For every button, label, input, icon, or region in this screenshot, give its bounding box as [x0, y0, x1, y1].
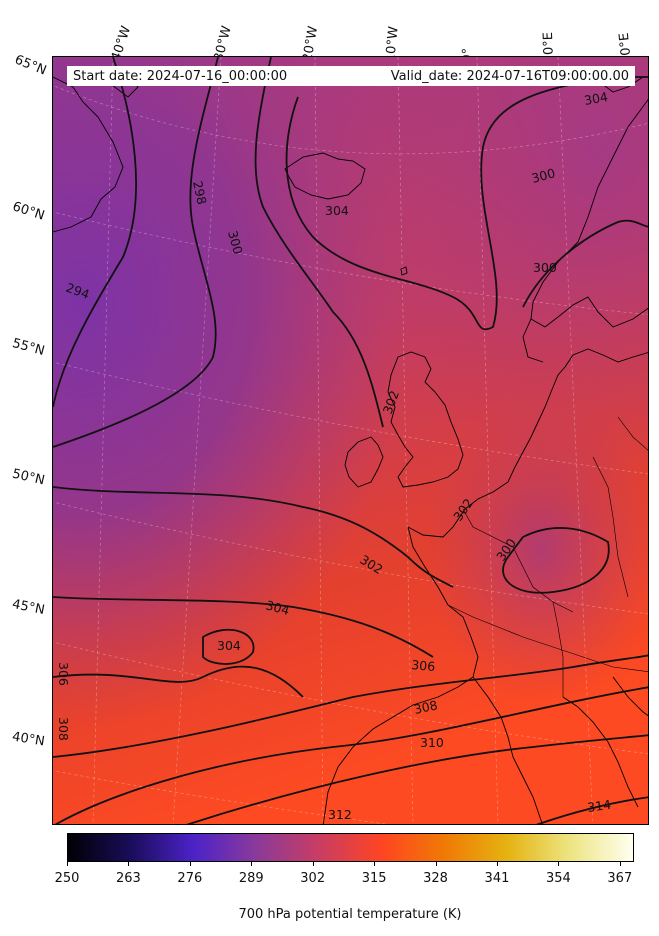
contour-label: 306	[411, 657, 436, 674]
colorbar-tick-label: 315	[361, 871, 387, 886]
colorbar-tickmark	[251, 862, 253, 866]
iceland-coast	[284, 152, 366, 200]
colorbar-tickmark	[374, 862, 376, 866]
colorbar-label: 700 hPa potential temperature (K)	[238, 907, 462, 922]
contour-label: 304	[325, 203, 349, 218]
lat-label-40n: 40°N	[11, 729, 46, 750]
contour-label: 300	[530, 165, 557, 186]
contour-label: 312	[328, 807, 352, 822]
start-date-text: Start date: 2024-07-16_00:00:00	[73, 68, 288, 84]
header-info-bar: Start date: 2024-07-16_00:00:00 Valid_da…	[67, 66, 635, 86]
colorbar-tick-label: 250	[54, 871, 80, 886]
map-canvas: 298 300 294 304 300 300 304 302 302 300 …	[53, 57, 648, 824]
colorbar-tick-label: 263	[116, 871, 141, 886]
colorbar-tick-label: 341	[484, 871, 510, 886]
colorbar-tickmark	[496, 862, 498, 866]
isentrope-contours	[53, 57, 648, 824]
contour-label: 300	[533, 260, 557, 275]
continent-coast	[407, 348, 648, 538]
colorbar-tick-label: 289	[238, 871, 264, 886]
colorbar-tick-label: 367	[607, 871, 633, 886]
contour-label: 306	[56, 662, 71, 686]
contour-label: 304	[583, 89, 609, 108]
colorbar-tickmark	[619, 862, 621, 866]
contour-label: 304	[217, 638, 241, 653]
colorbar	[67, 833, 634, 862]
lat-label-50n: 50°N	[10, 466, 47, 489]
colorbar-tickmark	[128, 862, 130, 866]
colorbar-tick-label: 354	[545, 871, 571, 886]
norway-coast	[530, 98, 648, 328]
greenland-coast	[53, 76, 124, 233]
great-britain-coast	[387, 351, 464, 488]
lat-label-45n: 45°N	[10, 597, 46, 618]
contour-label: 304	[264, 597, 291, 618]
colorbar-tickmark	[189, 862, 191, 866]
colorbar-tick-label: 302	[300, 871, 326, 886]
map-panel[interactable]: 298 300 294 304 300 300 304 302 302 300 …	[52, 56, 649, 825]
colorbar-tickmark	[312, 862, 314, 866]
colorbar-tickmark	[435, 862, 437, 866]
coastlines	[53, 66, 648, 824]
colorbar-tickmark	[67, 862, 68, 866]
valid-date-text: Valid_date: 2024-07-16T09:00:00.00	[390, 68, 629, 84]
contour-label: 310	[420, 735, 444, 750]
colorbar-tick-label: 328	[423, 871, 448, 886]
colorbar-tick-label: 276	[177, 871, 203, 886]
contour-label: 308	[413, 697, 440, 717]
lat-label-60n: 60°N	[10, 199, 47, 224]
contour-label: 308	[56, 717, 71, 741]
lat-label-55n: 55°N	[10, 336, 47, 359]
iberia-coast	[322, 526, 479, 824]
lat-label-65n: 65°N	[12, 52, 49, 79]
contour-label: 314	[586, 797, 612, 815]
contour-label: 298	[190, 180, 210, 207]
colorbar-tickmark	[558, 862, 560, 866]
contour-label: 300	[225, 229, 246, 256]
graticule	[53, 57, 648, 824]
cold-air-region-central-europe	[53, 57, 648, 824]
ireland-coast	[344, 436, 384, 488]
